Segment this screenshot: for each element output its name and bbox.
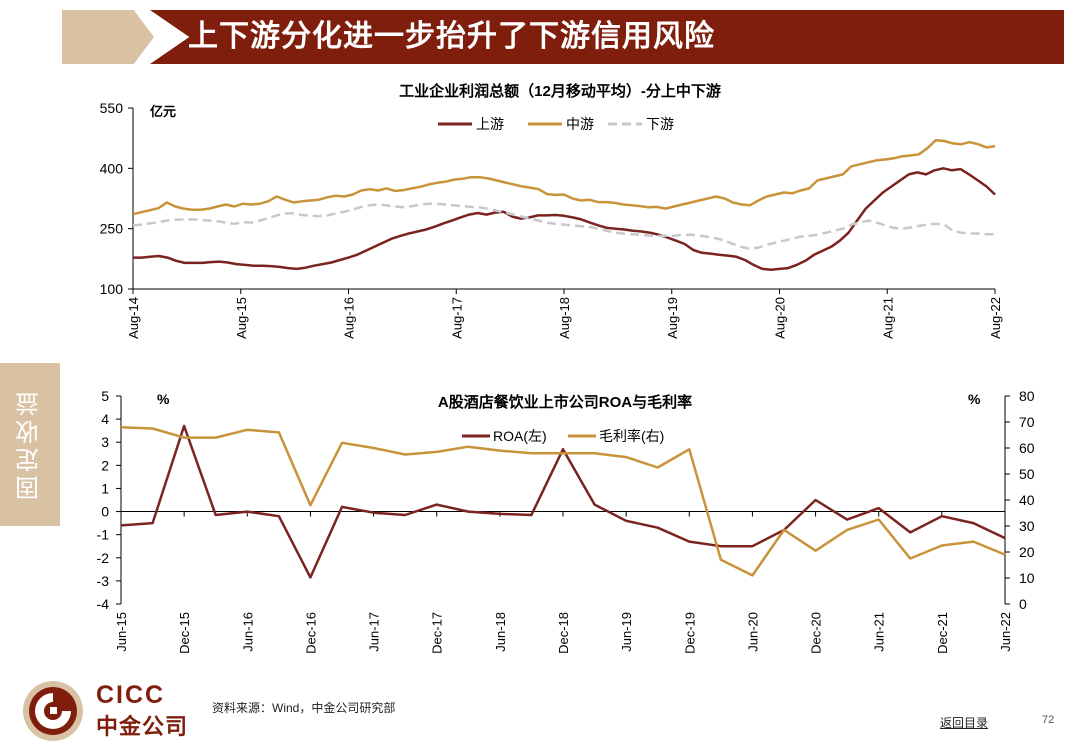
chart2-xtick-label: Jun-17: [367, 612, 382, 652]
chart2-ytick-left-label: 5: [101, 388, 109, 404]
legend-roa-label: ROA(左): [493, 428, 547, 444]
chart2-ytick-left-label: 1: [101, 480, 109, 496]
chart2-xtick-label: Dec-15: [177, 612, 192, 654]
chart1-line-upstream: [133, 167, 996, 271]
chart2-xtick-label: Dec-17: [430, 612, 445, 654]
chart1-xtick-label: Aug-19: [665, 297, 680, 339]
chart1-xtick-label: Aug-22: [988, 297, 1003, 339]
chart2-xtick-label: Jun-16: [240, 612, 255, 652]
chart1-xtick-label: Aug-18: [557, 297, 572, 339]
chart2-ytick-left-label: 4: [101, 411, 109, 427]
chart2-ytick-right-label: 30: [1019, 518, 1035, 534]
chart2-ytick-left-label: -1: [97, 527, 110, 543]
chart1-xtick-label: Aug-16: [342, 297, 357, 339]
chart2-xtick-label: Jun-15: [114, 612, 129, 652]
chart2-xtick-label: Dec-20: [809, 612, 824, 654]
chart1-ytick-label: 250: [100, 221, 124, 237]
chart1-xtick-label: Aug-17: [449, 297, 464, 339]
chart2-ytick-right-label: 70: [1019, 414, 1035, 430]
chart2-ytick-left-label: 3: [101, 434, 109, 450]
chart1-line-downstream: [132, 202, 995, 251]
chart2-xtick-label: Jun-20: [745, 612, 760, 652]
chart2-ytick-left-label: -4: [97, 596, 110, 612]
chart2-xtick-label: Dec-18: [556, 612, 571, 654]
chart1-ytick-label: 400: [100, 160, 124, 176]
chart2-ytick-right-label: 0: [1019, 596, 1027, 612]
chart2-ytick-right-label: 40: [1019, 492, 1035, 508]
chart2-xtick-label: Jun-19: [619, 612, 634, 652]
chart2-xtick-label: Dec-19: [682, 612, 697, 654]
chart1-ytick-label: 100: [100, 281, 124, 297]
chart2-ytick-right-label: 80: [1019, 388, 1035, 404]
chart1-xtick-label: Aug-21: [880, 297, 895, 339]
chart2-ylabel-left: %: [157, 391, 170, 407]
chart2-xtick-label: Jun-21: [872, 612, 887, 652]
chart1-xtick-label: Aug-20: [773, 297, 788, 339]
cicc-logo-icon: [23, 681, 83, 741]
chart2-xtick-label: Jun-18: [493, 612, 508, 652]
chart2-ylabel-right: %: [968, 391, 981, 407]
back-to-contents-link[interactable]: 返回目录: [940, 716, 989, 730]
chart1-legend: 上游 中游 下游: [438, 116, 674, 132]
chart2-ytick-left-label: 2: [101, 457, 109, 473]
chart2-ytick-left-label: 0: [101, 504, 109, 520]
section-tab[interactable]: 固定收益: [0, 363, 60, 526]
chart1-ytick-label: 550: [100, 100, 124, 116]
chart2-line-roa: [120, 424, 1006, 579]
source-note: 资料来源：Wind，中金公司研究部: [212, 701, 396, 715]
legend-midstream-label: 中游: [566, 116, 594, 132]
logo-text-cn: 中金公司: [96, 714, 189, 739]
chart2-xtick-label: Dec-16: [303, 612, 318, 654]
hotel-roa-chart: A股酒店餐饮业上市公司ROA与毛利率 % % 543210-1-2-3-4807…: [97, 388, 1035, 654]
profit-chart: 工业企业利润总额（12月移动平均）-分上中下游 亿元 550400250100A…: [100, 82, 1003, 339]
chart2-line-gross-margin: [120, 425, 1006, 577]
chart2-ytick-left-label: -3: [97, 573, 110, 589]
header-banner: [150, 10, 1064, 64]
chart2-ytick-right-label: 20: [1019, 544, 1035, 560]
header-tan-arrow: [62, 10, 154, 64]
chart1-ylabel: 亿元: [150, 104, 176, 119]
chart1-xtick-label: Aug-14: [126, 297, 141, 339]
page-number: 72: [1042, 714, 1055, 726]
legend-downstream-label: 下游: [646, 116, 674, 132]
chart2-ytick-right-label: 10: [1019, 570, 1035, 586]
chart2-title: A股酒店餐饮业上市公司ROA与毛利率: [438, 393, 692, 411]
page-title: 上下游分化进一步抬升了下游信用风险: [188, 20, 715, 53]
legend-upstream-label: 上游: [476, 116, 504, 132]
chart1-xtick-label: Aug-15: [234, 297, 249, 339]
legend-margin-label: 毛利率(右): [599, 428, 664, 444]
chart1-line-midstream: [132, 138, 996, 216]
chart2-ytick-left-label: -2: [97, 550, 110, 566]
logo-text-en: CICC: [96, 681, 166, 709]
chart2-legend: ROA(左) 毛利率(右): [462, 428, 664, 444]
chart2-xtick-label: Jun-22: [998, 612, 1013, 652]
chart2-xtick-label: Dec-21: [935, 612, 950, 654]
chart2-ytick-right-label: 50: [1019, 466, 1035, 482]
chart1-title: 工业企业利润总额（12月移动平均）-分上中下游: [399, 82, 721, 100]
chart2-ytick-right-label: 60: [1019, 440, 1035, 456]
